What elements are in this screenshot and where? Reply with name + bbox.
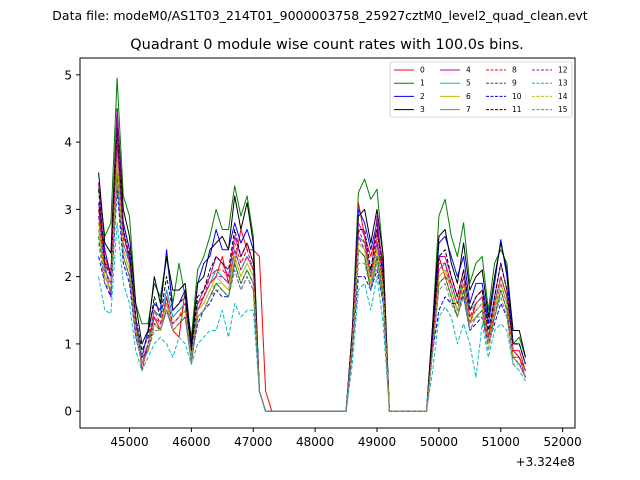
y-tick-label: 4 — [64, 136, 72, 150]
legend-label-11: 11 — [512, 105, 522, 114]
legend-label-15: 15 — [558, 105, 568, 114]
plot-area — [98, 77, 526, 412]
legend-label-13: 13 — [558, 79, 568, 88]
legend-label-10: 10 — [512, 92, 522, 101]
legend-label-5: 5 — [466, 79, 471, 88]
series-line-11 — [98, 128, 526, 412]
x-tick-label: 48000 — [296, 435, 334, 449]
legend-box — [389, 61, 573, 118]
legend-label-4: 4 — [466, 66, 471, 75]
x-tick-label: 51000 — [482, 435, 520, 449]
x-tick-label: 50000 — [420, 435, 458, 449]
legend-label-12: 12 — [558, 66, 568, 75]
y-tick-label: 5 — [64, 68, 72, 82]
y-tick-label: 2 — [64, 270, 72, 284]
x-offset-label: +3.324e8 — [516, 455, 575, 469]
x-tick-label: 46000 — [172, 435, 210, 449]
suptitle: Data file: modeM0/AS1T03_214T01_90000037… — [52, 8, 587, 23]
legend-label-6: 6 — [466, 92, 471, 101]
legend-label-1: 1 — [420, 79, 425, 88]
series-line-13 — [98, 222, 526, 412]
series-line-14 — [98, 161, 526, 412]
legend-label-14: 14 — [558, 92, 568, 101]
x-tick-label: 47000 — [234, 435, 272, 449]
legend-label-8: 8 — [512, 66, 517, 75]
legend-label-0: 0 — [420, 66, 425, 75]
x-tick-label: 45000 — [110, 435, 148, 449]
axis-ticks: 45000 46000 47000 48000 49000 50000 51000 52000… — [64, 68, 581, 449]
x-tick-label: 49000 — [358, 435, 396, 449]
y-tick-label: 1 — [64, 337, 72, 351]
series-line-15 — [98, 182, 526, 412]
legend-label-3: 3 — [420, 105, 425, 114]
legend-label-2: 2 — [420, 92, 425, 101]
y-tick-label: 3 — [64, 203, 72, 217]
legend-label-7: 7 — [466, 105, 471, 114]
chart-title: Quadrant 0 module wise count rates with … — [130, 37, 524, 53]
axes-frame — [79, 57, 576, 429]
x-tick-label: 52000 — [544, 435, 582, 449]
legend-label-9: 9 — [512, 79, 517, 88]
y-tick-label: 0 — [64, 405, 72, 419]
